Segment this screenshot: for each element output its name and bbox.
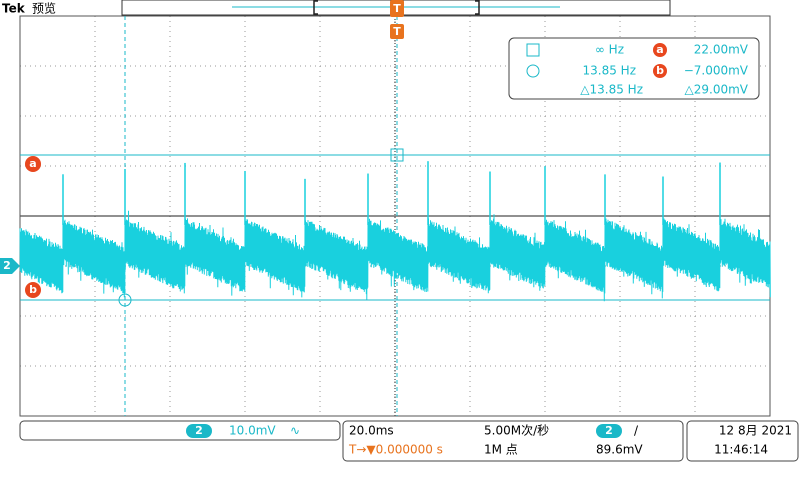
readout-value: 22.00mV — [694, 43, 749, 57]
mode: 预览 — [32, 1, 56, 16]
clock-time: 11:46:14 — [714, 443, 768, 457]
waveform-trace — [19, 209, 771, 302]
channel-marker — [0, 258, 20, 274]
badge-a — [653, 43, 667, 57]
cursor-b-marker-label: b — [29, 283, 37, 296]
readout-circle — [526, 64, 540, 78]
trigger-position: T→▼0.000000 s — [348, 443, 443, 457]
readout-freq: ∞ Hz — [595, 43, 624, 57]
readout-square — [526, 43, 540, 57]
channel-badge — [186, 424, 212, 438]
clock-box — [686, 420, 799, 462]
readout-box — [508, 37, 760, 100]
badge-b — [653, 64, 667, 78]
clock-date: 12 8月 2021 — [719, 424, 792, 438]
readout-delta-freq: △13.85 Hz — [580, 83, 643, 97]
cursor-square — [390, 148, 404, 162]
readout-value: −7.000mV — [684, 64, 749, 78]
trigger-label: T — [393, 25, 401, 38]
readout-freq: 13.85 Hz — [583, 64, 637, 78]
cursor-a-marker — [25, 156, 41, 172]
badge-a-label: a — [656, 43, 663, 56]
channel-coupling: ∿ — [290, 424, 300, 438]
channel-box — [19, 420, 341, 441]
trigger-level: 89.6mV — [596, 443, 643, 457]
cursor-b-marker — [25, 282, 41, 298]
record-length: 1M 点 — [484, 443, 518, 457]
cursor-circle — [118, 293, 132, 307]
trigger-badge — [390, 24, 404, 39]
badge-b-label: b — [656, 64, 664, 77]
waveform — [19, 161, 771, 302]
brand: Tek — [2, 2, 26, 16]
channel-badge-label: 2 — [195, 424, 203, 437]
trigger-source-label: 2 — [605, 424, 613, 437]
cursor-a-marker-label: a — [29, 157, 36, 170]
trigger-top-label: T — [393, 2, 401, 15]
readout-delta-value: △29.00mV — [685, 83, 749, 97]
channel-marker-label: 2 — [3, 259, 11, 272]
trigger-source-badge — [596, 424, 622, 438]
record-window — [313, 0, 480, 15]
trigger-top-badge — [390, 0, 404, 17]
channel-scale: 10.0mV — [229, 424, 276, 438]
timebase-scale: 20.0ms — [349, 424, 394, 438]
sample-rate: 5.00M次/秒 — [484, 424, 549, 438]
trigger-slope: / — [634, 424, 639, 438]
